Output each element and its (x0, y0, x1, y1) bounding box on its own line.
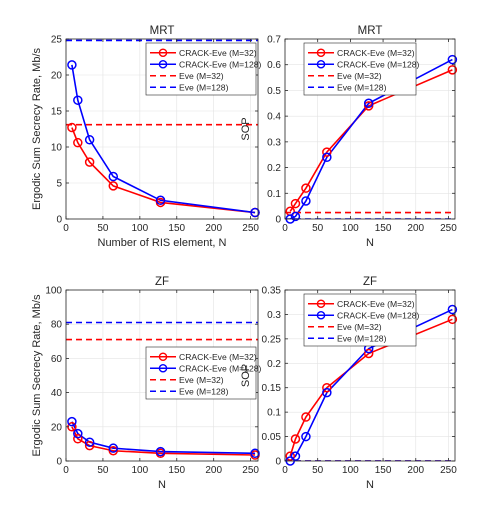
panel-zf-rate: 0 50 100 150 200 250 0 20 40 60 80 100 ZF N Ergodic Su… (31, 276, 262, 491)
y-tick-label: 20 (51, 422, 63, 433)
legend: CRACK-Eve (M=32)CRACK-Eve (M=128) Eve (M=… (304, 294, 420, 346)
x-tick-label: 0 (63, 465, 69, 476)
chart-title: MRT (358, 25, 383, 37)
x-tick-label: 0 (63, 223, 69, 234)
legend-label: Eve (M=32) (337, 71, 382, 81)
y-tick-label: 0.3 (267, 310, 281, 321)
y-tick-label: 20 (51, 71, 63, 82)
y-axis-label: SOP (240, 364, 252, 387)
y-tick-label: 0.05 (262, 432, 282, 443)
legend-label: Eve (M=32) (179, 71, 224, 81)
panel-mrt-sop: 0 50 100 150 200 250 0 0.1 0.2 0.3 0.4 0.5 0.6 0.7 MRT… (240, 25, 457, 249)
data-point (68, 418, 76, 426)
x-tick-label: 0 (282, 223, 288, 234)
y-tick-label: 80 (51, 320, 63, 331)
panel-mrt-rate: 0 50 100 150 200 250 0 5 10 15 20 25 MRT Number of RI… (31, 25, 262, 249)
y-tick-label: 0.2 (267, 163, 281, 174)
legend: CRACK-Eve (M=32)CRACK-Eve (M=128) Eve (M=… (304, 43, 420, 95)
legend-label: Eve (M=128) (337, 333, 387, 343)
y-tick-label: 0.6 (267, 60, 281, 71)
legend-label: Eve (M=128) (179, 82, 229, 92)
x-axis-label: N (366, 479, 374, 491)
chart-title: ZF (155, 276, 169, 288)
x-tick-label: 0 (282, 465, 288, 476)
x-tick-label: 100 (132, 223, 149, 234)
x-tick-label: 150 (168, 223, 185, 234)
y-tick-label: 15 (51, 107, 63, 118)
legend-label: Eve (M=32) (337, 322, 382, 332)
x-tick-label: 100 (132, 465, 149, 476)
x-tick-label: 50 (97, 465, 109, 476)
y-tick-label: 0.1 (267, 408, 281, 419)
y-tick-label: 60 (51, 354, 63, 365)
x-tick-label: 150 (375, 465, 392, 476)
x-tick-label: 200 (205, 465, 222, 476)
y-tick-label: 0.7 (267, 35, 281, 46)
y-tick-label: 0.2 (267, 359, 281, 370)
y-tick-label: 25 (51, 35, 63, 46)
y-axis-label: SOP (240, 117, 252, 140)
y-tick-label: 0.3 (267, 137, 281, 148)
x-tick-label: 50 (312, 465, 324, 476)
legend-label: Eve (M=128) (179, 386, 229, 396)
x-tick-label: 250 (440, 465, 457, 476)
x-axis-label: Number of RIS element, N (98, 237, 227, 249)
legend-label: CRACK-Eve (M=128) (179, 59, 262, 69)
legend-label: Eve (M=128) (337, 82, 387, 92)
legend-label: CRACK-Eve (M=32) (337, 299, 415, 309)
legend-label: CRACK-Eve (M=128) (337, 59, 420, 69)
y-axis-label: Ergodic Sum Secrecy Rate, Mb/s (31, 294, 43, 457)
y-tick-label: 40 (51, 388, 63, 399)
y-tick-label: 0 (56, 457, 62, 468)
y-tick-label: 0 (275, 457, 281, 468)
legend-label: CRACK-Eve (M=32) (337, 48, 415, 58)
x-tick-label: 150 (168, 465, 185, 476)
x-tick-label: 250 (242, 465, 259, 476)
x-tick-label: 150 (375, 223, 392, 234)
x-tick-label: 100 (342, 465, 359, 476)
x-tick-label: 200 (205, 223, 222, 234)
panel-zf-sop: 0 50 100 150 200 250 0 0.05 0.1 0.15 0.2 0.25 0.3 0.3… (240, 276, 457, 491)
x-tick-label: 200 (407, 223, 424, 234)
y-tick-label: 10 (51, 143, 63, 154)
legend: CRACK-Eve (M=32)CRACK-Eve (M=128) Eve (M=… (146, 43, 262, 95)
x-tick-label: 50 (97, 223, 109, 234)
x-tick-label: 250 (242, 223, 259, 234)
legend-label: CRACK-Eve (M=32) (179, 352, 257, 362)
y-tick-label: 0.5 (267, 86, 281, 97)
x-tick-label: 250 (440, 223, 457, 234)
y-tick-label: 100 (45, 286, 62, 297)
x-axis-label: N (158, 479, 166, 491)
legend-label: CRACK-Eve (M=32) (179, 48, 257, 58)
y-tick-label: 5 (56, 179, 62, 190)
x-tick-label: 200 (407, 465, 424, 476)
x-tick-label: 100 (342, 223, 359, 234)
y-axis-label: Ergodic Sum Secrecy Rate, Mb/s (31, 48, 43, 211)
legend-label: Eve (M=32) (179, 375, 224, 385)
y-tick-label: 0 (56, 215, 62, 226)
x-axis-label: N (366, 237, 374, 249)
y-tick-label: 0.35 (262, 286, 282, 297)
chart-title: MRT (150, 25, 175, 37)
legend-label: CRACK-Eve (M=128) (337, 310, 420, 320)
x-tick-label: 50 (312, 223, 324, 234)
y-tick-label: 0.4 (267, 112, 281, 123)
y-tick-label: 0.25 (262, 334, 282, 345)
y-tick-label: 0 (275, 215, 281, 226)
y-tick-label: 0.1 (267, 189, 281, 200)
y-tick-label: 0.15 (262, 383, 282, 394)
chart-title: ZF (363, 276, 377, 288)
